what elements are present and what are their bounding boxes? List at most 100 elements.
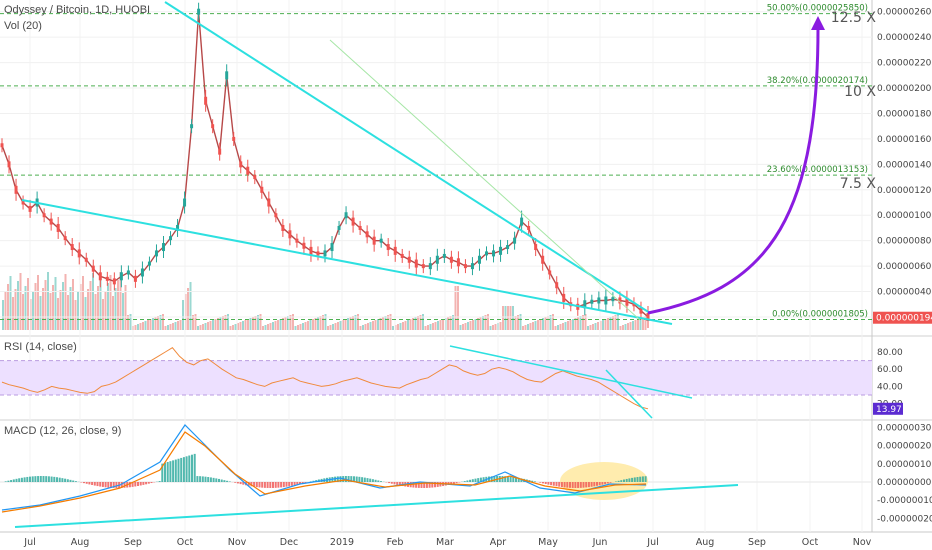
macd-histogram-bar — [374, 479, 377, 482]
volume-bar — [167, 325, 169, 330]
candle-body — [604, 296, 608, 305]
volume-bar — [137, 324, 139, 330]
macd-histogram-bar — [193, 453, 196, 482]
macd-histogram-bar — [85, 482, 88, 484]
macd-histogram-bar — [474, 478, 477, 482]
main-pane — [0, 0, 872, 335]
candle-body — [7, 161, 11, 168]
macd-histogram-bar — [99, 482, 102, 487]
macd-histogram-bar — [288, 482, 291, 487]
macd-histogram-bar — [172, 460, 175, 482]
volume-bar — [264, 325, 267, 330]
macd-histogram-bar — [388, 482, 391, 484]
volume-bar — [227, 314, 229, 330]
macd-histogram-bar — [585, 482, 588, 488]
volume-bar — [637, 319, 639, 330]
candle-body — [295, 238, 299, 243]
candle-body — [232, 136, 236, 141]
candle-body — [204, 96, 208, 105]
macd-histogram-bar — [636, 477, 639, 482]
macd-histogram-bar — [593, 482, 596, 487]
candle-body — [421, 264, 425, 269]
macd-histogram-bar — [169, 461, 172, 482]
volume-bar — [559, 324, 562, 330]
time-tick-label: Oct — [177, 537, 194, 548]
volume-bar — [134, 325, 137, 330]
volume-bar — [549, 315, 552, 330]
volume-bar — [157, 316, 159, 330]
macd-histogram-bar — [242, 482, 245, 485]
candle-body — [105, 276, 109, 281]
macd-histogram-bar — [236, 482, 239, 484]
volume-bar — [517, 315, 519, 330]
volume-bar — [179, 320, 182, 330]
macd-histogram-bar — [142, 482, 145, 485]
macd-histogram-bar — [439, 482, 442, 487]
macd-histogram-bar — [436, 482, 439, 487]
volume-bar — [239, 322, 242, 330]
volume-bar — [154, 317, 157, 330]
macd-histogram-bar — [131, 482, 134, 487]
volume-bar — [302, 323, 304, 330]
time-tick-label: Jul — [23, 537, 35, 548]
volume-bar — [622, 325, 624, 330]
macd-histogram-bar — [363, 477, 366, 482]
candle-body — [119, 272, 123, 281]
macd-histogram-bar — [531, 480, 534, 482]
macd-histogram-bar — [247, 482, 250, 486]
macd-histogram-bar — [590, 482, 593, 487]
candle-body — [239, 161, 243, 168]
rsi-tick-label: 60.00 — [877, 365, 903, 375]
volume-bar — [269, 323, 272, 330]
volume-bar — [192, 315, 194, 330]
macd-histogram-bar — [83, 482, 85, 484]
volume-bar — [254, 316, 257, 330]
volume-bar — [329, 325, 332, 330]
volume-bar — [129, 314, 132, 330]
macd-histogram-bar — [47, 476, 50, 482]
volume-bar — [112, 296, 114, 330]
volume-bar — [432, 323, 434, 330]
volume-bar — [422, 314, 424, 330]
volume-bar — [169, 324, 172, 330]
volume-bar — [462, 324, 464, 330]
macd-histogram-bar — [587, 482, 590, 488]
macd-histogram-bar — [207, 477, 210, 482]
candle-body — [400, 253, 404, 258]
candle-body — [485, 251, 488, 256]
volume-bar — [97, 286, 99, 330]
macd-histogram-bar — [50, 476, 53, 482]
macd-histogram-bar — [120, 482, 123, 488]
volume-bar — [639, 318, 642, 330]
volume-bar — [42, 288, 44, 330]
volume-bar — [9, 276, 12, 330]
macd-histogram-bar — [250, 482, 253, 487]
macd-histogram-bar — [425, 482, 428, 488]
time-tick-label: Sep — [748, 537, 766, 548]
volume-bar — [459, 325, 462, 330]
macd-histogram-bar — [547, 482, 550, 485]
volume-bar — [322, 315, 324, 330]
time-tick-label: Jun — [592, 537, 608, 548]
macd-histogram-bar — [488, 476, 490, 482]
candle-body — [218, 148, 222, 155]
volume-bar — [374, 320, 377, 330]
volume-bar — [234, 324, 237, 330]
macd-histogram-bar — [196, 476, 199, 482]
price-tick-label: 0.0000008000 — [877, 237, 932, 247]
volume-bar — [592, 324, 594, 330]
candle-body — [562, 293, 566, 302]
volume-bar — [424, 326, 427, 330]
candle-body — [597, 297, 601, 304]
volume-bar — [372, 321, 374, 330]
time-tick-label: 2019 — [330, 537, 354, 548]
candle-body — [147, 261, 151, 266]
volume-bar — [407, 320, 409, 330]
candle-body — [548, 270, 552, 275]
candle-body — [337, 225, 341, 230]
time-tick-label: Apr — [490, 537, 507, 548]
macd-histogram-bar — [234, 482, 237, 483]
volume-bar — [629, 322, 632, 330]
volume-bar — [257, 315, 259, 330]
candle-body — [169, 236, 173, 241]
